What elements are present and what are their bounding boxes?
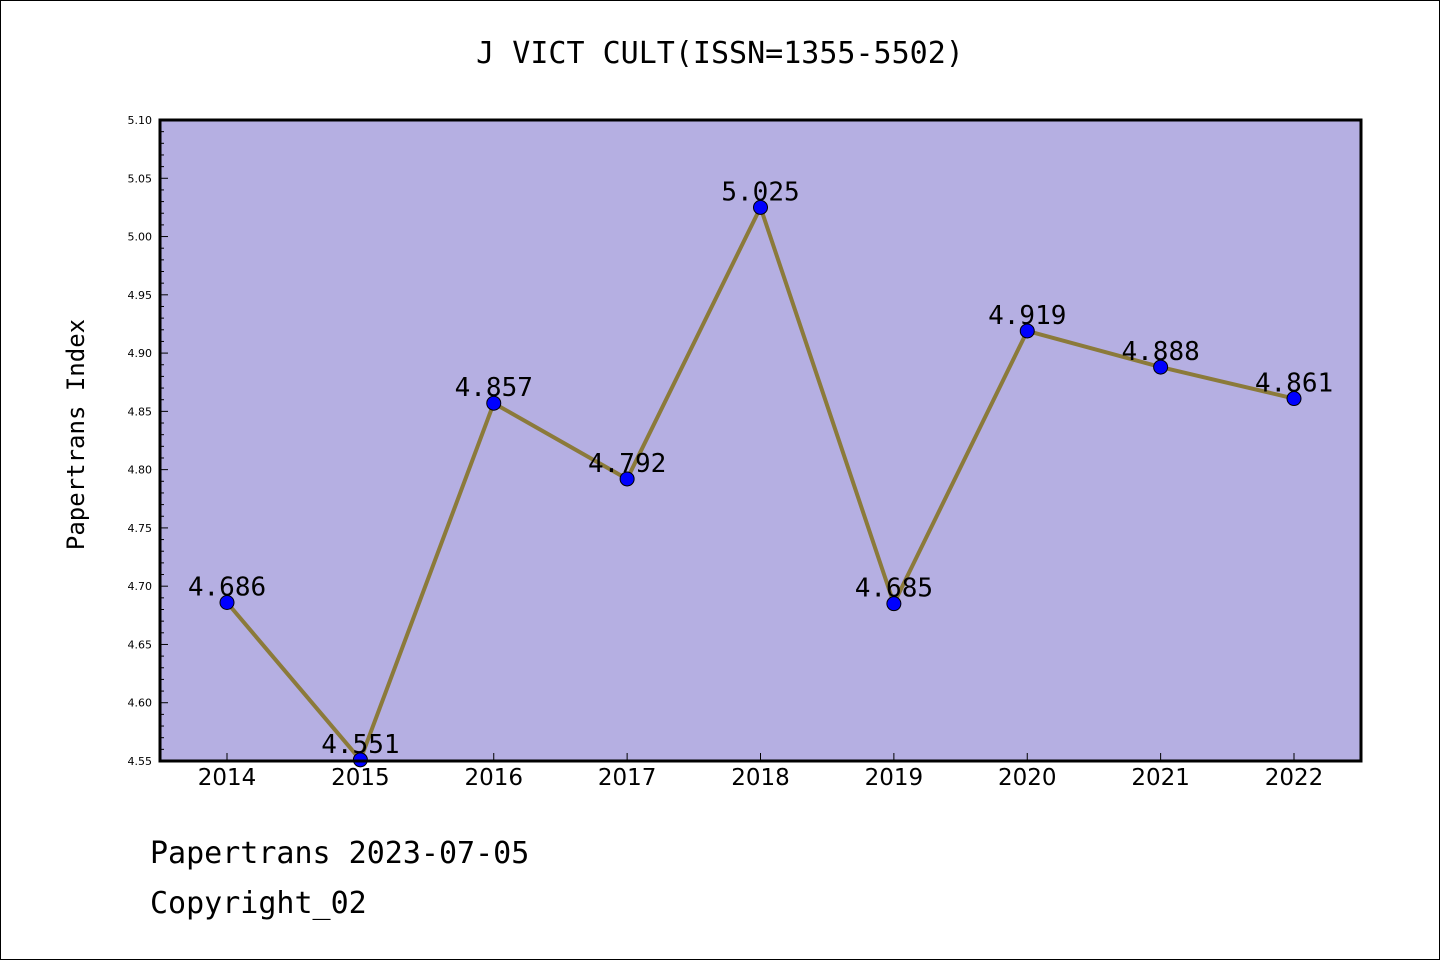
y-axis-label: Papertrans Index [62, 319, 90, 550]
y-tick-label: 4.90 [128, 347, 153, 360]
data-point [1019, 323, 1035, 339]
y-tick-label: 4.80 [128, 464, 153, 477]
data-point [219, 594, 235, 610]
y-tick-label: 4.70 [128, 580, 153, 593]
chart-title: J VICT CULT(ISSN=1355-5502) [476, 36, 964, 71]
x-tick-label: 2021 [1131, 765, 1190, 791]
y-tick-label: 4.75 [128, 522, 153, 535]
data-point [753, 199, 768, 215]
x-tick-label: 2014 [198, 765, 257, 791]
data-label: 4.861 [1255, 369, 1333, 399]
data-point [1153, 359, 1169, 375]
plot-area [160, 120, 1361, 761]
y-tick-label: 5.10 [128, 114, 153, 127]
x-tick-label: 2019 [865, 765, 924, 791]
y-tick-label: 4.85 [128, 405, 153, 418]
y-tick-label: 5.05 [128, 172, 153, 185]
data-point [486, 395, 502, 411]
data-label: 4.551 [321, 730, 399, 760]
y-tick-label: 4.60 [128, 697, 153, 710]
x-tick-label: 2016 [464, 765, 523, 791]
plot-border [158, 118, 1363, 763]
y-tick-label: 5.00 [128, 231, 153, 244]
data-point [619, 471, 635, 487]
data-label: 4.686 [188, 572, 266, 602]
y-tick-label: 4.65 [128, 638, 153, 651]
data-point [886, 596, 902, 612]
x-tick-label: 2015 [331, 765, 390, 791]
data-label: 4.792 [588, 449, 666, 479]
data-label: 4.919 [988, 301, 1066, 331]
x-tick-label: 2018 [731, 765, 790, 791]
x-tick-label: 2020 [998, 765, 1057, 791]
data-label: 4.685 [855, 574, 933, 604]
y-tick-label: 4.95 [128, 289, 153, 302]
data-label: 5.025 [721, 177, 799, 207]
footer-copyright: Copyright_02 [150, 886, 367, 921]
x-tick-label: 2017 [598, 765, 657, 791]
data-label: 4.857 [455, 373, 533, 403]
data-point [1286, 391, 1302, 407]
x-tick-label: 2022 [1265, 765, 1324, 791]
data-label: 4.888 [1121, 337, 1199, 367]
y-tick-label: 4.55 [128, 755, 153, 768]
footer-date: Papertrans 2023-07-05 [150, 836, 530, 871]
